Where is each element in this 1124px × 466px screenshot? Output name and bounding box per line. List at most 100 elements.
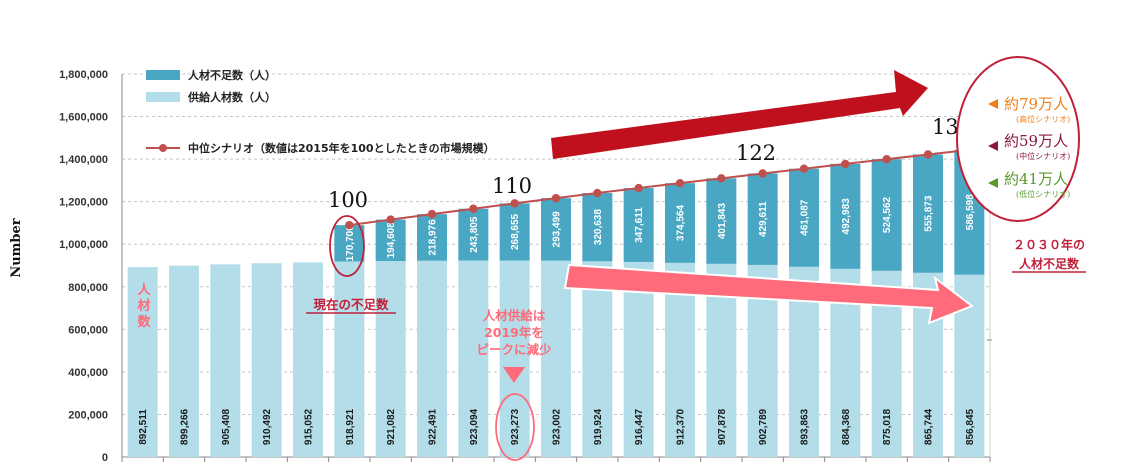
- shortage-bar: [582, 193, 613, 262]
- shortage-value-label: 293,499: [552, 211, 563, 248]
- shortage-bar: [706, 178, 737, 264]
- shortage-value-label: 461,087: [800, 199, 811, 236]
- scenario-low-label: (低位シナリオ): [1016, 189, 1070, 199]
- legend-swatch-supply: [146, 92, 180, 102]
- supply-value-label: 923,094: [469, 408, 480, 445]
- supply-bar: [375, 261, 406, 457]
- supply-value-label: 865,744: [924, 408, 935, 445]
- y-tick-label: 1,600,000: [59, 112, 108, 124]
- shortage-bar: [623, 188, 654, 263]
- scenario-high-pointer: [988, 99, 998, 109]
- median-line-point: [469, 204, 478, 213]
- supply-value-label: 856,845: [965, 408, 976, 445]
- legend: 人材不足数（人） 供給人材数（人） 中位シナリオ（数値は2015年を100とした…: [146, 68, 495, 155]
- index-label-2019: 110: [492, 174, 532, 198]
- scenario-low-pointer: [988, 178, 998, 188]
- supply-value-label: 916,447: [634, 408, 645, 445]
- median-line-point: [675, 178, 685, 188]
- supply-bar: [582, 261, 613, 457]
- shortage-value-label: 401,843: [717, 203, 728, 240]
- supply-bar: [251, 263, 282, 457]
- scenario-mid-pointer: [988, 141, 998, 151]
- supply-bar: [293, 262, 323, 457]
- svg-text:2019年を: 2019年を: [484, 325, 544, 340]
- shortage-bar: [541, 198, 571, 261]
- median-line-point: [758, 169, 767, 178]
- shortage-2030-label-line1: ２０３０年の: [1013, 237, 1085, 252]
- supply-value-label: 923,273: [510, 408, 521, 445]
- y-tick-label: 1,000,000: [59, 239, 108, 251]
- supply-value-label: 905,408: [221, 408, 232, 445]
- y-tick-label: 400,000: [68, 367, 108, 379]
- median-line-path: [349, 148, 970, 227]
- supply-bar: [127, 267, 158, 457]
- median-line-point: [923, 150, 933, 159]
- supply-value-label: 892,511: [138, 409, 149, 445]
- shortage-value-label: 374,564: [676, 205, 687, 242]
- supply-bar: [623, 262, 654, 457]
- legend-label-shortage: 人材不足数（人）: [188, 68, 276, 82]
- svg-text:材: 材: [137, 298, 150, 314]
- shortage-value-label: 243,805: [469, 216, 480, 253]
- svg-text:人: 人: [137, 282, 151, 298]
- supply-bar: [499, 260, 530, 457]
- supply-value-label: 902,789: [758, 408, 769, 445]
- y-tick-label: 200,000: [68, 409, 108, 421]
- shortage-bar: [913, 154, 943, 273]
- y-axis-ticks: 0 200,000 400,000 600,000 800,000 1,000,000 1,…: [59, 69, 108, 464]
- it-demand-arrow: [551, 70, 928, 159]
- shortage-bar: [375, 219, 406, 262]
- median-line-point: [799, 164, 809, 173]
- median-line-point: [510, 199, 519, 208]
- supply-bar: [541, 260, 571, 457]
- scenario-circle: [956, 56, 1080, 222]
- supply-bar: [458, 260, 489, 457]
- supply-value-label: 915,052: [304, 408, 315, 445]
- supply-value-label: 910,492: [262, 408, 273, 445]
- scenario-low-value: 約41万人: [1004, 170, 1068, 188]
- supply-bar: [417, 260, 447, 457]
- peak-supply-note: 人材供給は 2019年を ピークに減少: [476, 308, 552, 357]
- scenario-high-value: 約79万人: [1004, 95, 1068, 113]
- svg-text:ピークに減少: ピークに減少: [476, 342, 552, 357]
- supply-value-label: 899,266: [180, 408, 191, 445]
- peak-supply-ellipse: [495, 393, 535, 461]
- shortage-value-label: 492,983: [841, 198, 852, 235]
- y-tick-label: 800,000: [68, 282, 108, 294]
- legend-swatch-shortage: [146, 70, 180, 80]
- supply-value-label: 923,002: [552, 408, 563, 445]
- shortage-value-label: 429,611: [758, 201, 769, 237]
- supply-value-label: 918,921: [345, 408, 356, 445]
- supply-bar: [334, 261, 365, 457]
- current-shortage-ellipse: [329, 215, 365, 277]
- supply-value-label: 893,863: [800, 408, 811, 445]
- legend-marker-median: [159, 144, 167, 152]
- supply-value-label: 884,368: [841, 408, 852, 445]
- shortage-bar: [789, 168, 819, 267]
- median-line-point: [386, 215, 395, 224]
- shortage-value-label: 586,598: [965, 194, 976, 231]
- index-label-2025: 122: [736, 141, 776, 165]
- shortage-value-label: 170,700: [345, 225, 356, 262]
- supply-value-label: 912,370: [676, 408, 687, 445]
- y-tick-label: 1,400,000: [59, 154, 108, 166]
- svg-text:数: 数: [137, 314, 151, 330]
- y-tick-label: 1,800,000: [59, 69, 108, 81]
- y-axis-title: Number: [9, 218, 24, 277]
- shortage-bar: [334, 225, 365, 262]
- shortage-value-label: 524,562: [882, 197, 893, 234]
- median-line-point: [345, 220, 354, 230]
- shortage-value-label: 347,611: [634, 207, 645, 243]
- shortage-value-label: 320,638: [593, 209, 604, 246]
- shortage-value-label: 194,608: [386, 222, 397, 259]
- legend-label-supply: 供給人材数（人）: [187, 90, 276, 104]
- scenario-mid-label: (中位シナリオ): [1016, 151, 1070, 161]
- shortage-value-label: 555,873: [924, 195, 935, 232]
- shortage-bar: [747, 173, 778, 265]
- median-line-point: [841, 159, 850, 169]
- supply-value-label: 875,018: [882, 408, 893, 445]
- scenario-high-label: (高位シナリオ): [1016, 114, 1070, 124]
- shortage-bar: [871, 159, 902, 271]
- median-line-point: [551, 193, 561, 203]
